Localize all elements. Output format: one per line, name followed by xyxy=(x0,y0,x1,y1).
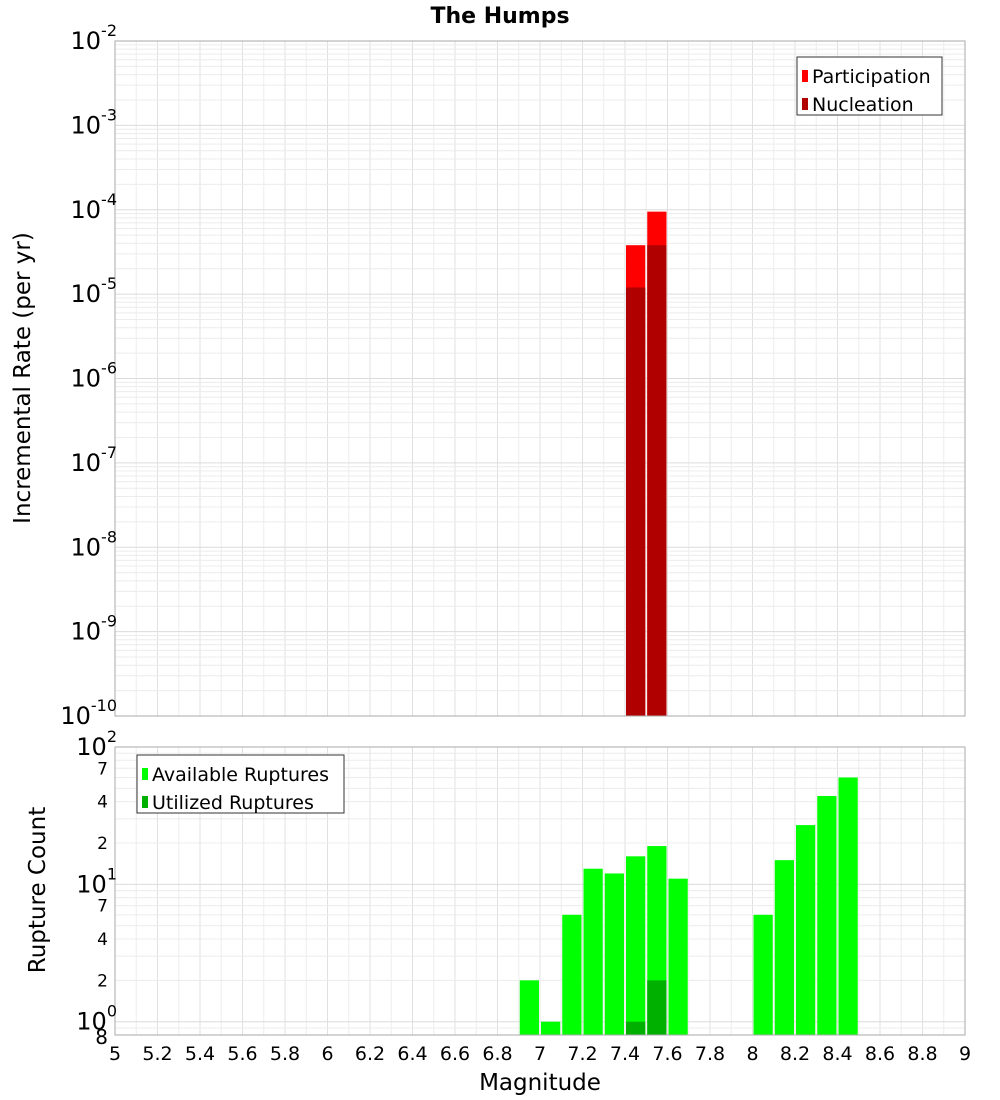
bottom-y-tick-label: 4 xyxy=(97,930,108,950)
bottom-bar xyxy=(838,777,858,1035)
x-tick-label: 9 xyxy=(959,1043,971,1065)
x-tick-label: 6.2 xyxy=(355,1043,385,1065)
bottom-legend-label: Utilized Ruptures xyxy=(152,792,314,814)
x-tick-label: 8.6 xyxy=(865,1043,895,1065)
bottom-bar xyxy=(796,825,816,1035)
bottom-series-utilized-ruptures xyxy=(626,980,667,1035)
top-bar xyxy=(647,245,667,717)
bottom-y-tick-label: 7 xyxy=(97,897,108,917)
top-y-tick-label: 10-5 xyxy=(71,274,118,308)
x-tick-label: 8 xyxy=(746,1043,758,1065)
bottom-y-tick-label: 102 xyxy=(76,727,117,761)
x-tick-label: 6.4 xyxy=(397,1043,427,1065)
x-tick-label: 7.2 xyxy=(567,1043,597,1065)
top-y-tick-label: 10-2 xyxy=(71,21,118,55)
bottom-y-floor-label: 8 xyxy=(95,1025,108,1049)
top-y-tick-label: 10-3 xyxy=(71,105,118,139)
bottom-y-tick-label: 2 xyxy=(97,971,108,991)
x-tick-label: 6.8 xyxy=(482,1043,512,1065)
top-y-axis-label: Incremental Rate (per yr) xyxy=(10,232,36,524)
bottom-legend-label: Available Ruptures xyxy=(152,764,329,786)
x-tick-label: 7 xyxy=(534,1043,546,1065)
bottom-bar xyxy=(519,980,539,1035)
bottom-legend-swatch xyxy=(142,768,148,780)
bottom-legend-box xyxy=(136,754,345,814)
bottom-y-tick-label: 100 xyxy=(76,1002,117,1036)
bottom-bar xyxy=(647,980,667,1035)
bottom-y-axis-label: Rupture Count xyxy=(25,807,51,973)
top-y-tick-label: 10-6 xyxy=(71,359,118,393)
x-tick-label: 8.8 xyxy=(907,1043,937,1065)
x-tick-label: 7.4 xyxy=(610,1043,640,1065)
x-axis-label: Magnitude xyxy=(479,1070,601,1096)
x-tick-label: 7.6 xyxy=(652,1043,682,1065)
x-tick-label: 5.6 xyxy=(227,1043,257,1065)
top-y-tick-label: 10-4 xyxy=(71,190,118,224)
top-legend-label: Nucleation xyxy=(812,94,914,116)
bottom-series-available-ruptures xyxy=(519,777,858,1035)
top-legend-swatch xyxy=(802,98,808,110)
top-plot-border xyxy=(114,40,966,717)
x-tick-label: 5.4 xyxy=(185,1043,215,1065)
bottom-bar xyxy=(668,878,688,1035)
top-y-tick-label: 10-7 xyxy=(71,443,118,477)
bottom-bar xyxy=(583,868,603,1035)
chart-title: The Humps xyxy=(430,4,569,29)
bottom-bar xyxy=(626,1021,646,1035)
top-legend-swatch xyxy=(802,70,808,82)
x-tick-labels: 5 5.2 5.4 5.6 5.8 6 6.2 6.4 6.6 6.8 7 7.2 7.4 7.6 7.8 8… xyxy=(109,1043,971,1065)
bottom-y-tick-label: 2 xyxy=(97,834,108,854)
bottom-bar xyxy=(626,856,646,1035)
x-tick-label: 8.4 xyxy=(822,1043,852,1065)
top-legend-label: Participation xyxy=(812,66,931,88)
bottom-legend-swatch xyxy=(142,796,148,808)
bottom-bar xyxy=(562,914,582,1035)
top-series-nucleation xyxy=(626,245,667,717)
top-panel: 10-10 10-9 10-8 10-7 10-6 10-5 10-4 10-3 10-2 Par… xyxy=(60,21,966,730)
top-y-tick-label: 10-8 xyxy=(71,527,118,561)
bottom-y-tick-label: 4 xyxy=(97,793,108,813)
top-y-tick-labels: 10-10 10-9 10-8 10-7 10-6 10-5 10-4 10-3 10-2 xyxy=(60,21,117,730)
x-tick-label: 5.8 xyxy=(270,1043,300,1065)
x-tick-label: 5.2 xyxy=(142,1043,172,1065)
bottom-legend: Available Ruptures Utilized Ruptures xyxy=(136,754,345,814)
bottom-bar xyxy=(753,914,773,1035)
bottom-y-tick-label: 7 xyxy=(97,759,108,779)
x-tick-label: 8.2 xyxy=(780,1043,810,1065)
top-legend: Participation Nucleation xyxy=(796,56,943,116)
bottom-bar xyxy=(541,1021,561,1035)
x-tick-label: 7.8 xyxy=(695,1043,725,1065)
bottom-plot-border xyxy=(114,746,966,1036)
top-y-tick-label: 10-9 xyxy=(71,612,118,646)
top-bar xyxy=(626,287,646,716)
x-tick-label: 6.6 xyxy=(440,1043,470,1065)
x-tick-label: 5 xyxy=(109,1043,121,1065)
x-tick-label: 6 xyxy=(321,1043,333,1065)
top-y-tick-label: 10-10 xyxy=(60,696,117,730)
bottom-bar xyxy=(604,873,624,1035)
bottom-bar xyxy=(817,795,837,1035)
top-legend-box xyxy=(796,56,943,116)
bottom-y-tick-label: 101 xyxy=(76,864,117,898)
bottom-bar xyxy=(774,860,794,1035)
